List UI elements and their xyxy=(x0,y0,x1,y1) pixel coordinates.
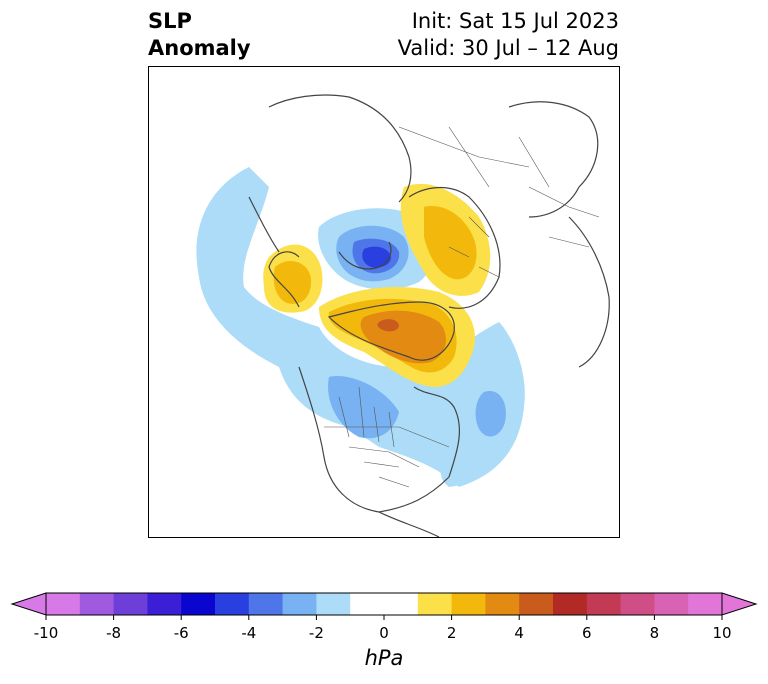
valid-range: Valid: 30 Jul – 12 Aug xyxy=(397,36,619,60)
contour-mid-blue-canada xyxy=(328,376,399,439)
colorbar-arrow-high xyxy=(721,592,758,616)
colorbar-tick-label: 10 xyxy=(712,624,732,642)
colorbar-tick-label: -6 xyxy=(173,624,189,642)
colorbar-tick-label: 6 xyxy=(582,624,592,642)
colorbar-bin xyxy=(282,593,317,615)
colorbar-bin xyxy=(181,593,216,615)
colorbar-bin xyxy=(215,593,250,615)
colorbar-bin xyxy=(451,593,486,615)
colorbar xyxy=(10,592,758,620)
colorbar-bin xyxy=(485,593,520,615)
contour-red-core xyxy=(377,319,399,332)
contour-orange-siberia xyxy=(424,206,477,280)
colorbar-bin xyxy=(586,593,622,615)
contour-core-low xyxy=(362,246,391,268)
contour-light-blue-west xyxy=(196,167,525,487)
colorbar-bin xyxy=(248,593,284,615)
colorbar-arrow-low xyxy=(10,592,47,616)
date-info: Init: Sat 15 Jul 2023 Valid: 30 Jul – 12… xyxy=(398,8,619,62)
contour-orange-pacific xyxy=(273,260,312,304)
colorbar-bin xyxy=(79,593,115,615)
title-line-2: Anomaly xyxy=(148,36,251,60)
colorbar-tick-label: -4 xyxy=(241,624,257,642)
colorbar-bin xyxy=(350,593,385,615)
colorbar-tick-label: -8 xyxy=(106,624,122,642)
contour-mid-blue-atlantic xyxy=(475,391,506,437)
colorbar-bin xyxy=(147,593,182,615)
units-label: hPa xyxy=(364,646,404,670)
colorbar-bin xyxy=(688,593,723,615)
colorbar-bin xyxy=(553,593,588,615)
colorbar-tick-label: 4 xyxy=(514,624,524,642)
colorbar-bin xyxy=(113,593,148,615)
colorbar-bin xyxy=(519,593,554,615)
title-line-1: SLP xyxy=(148,9,192,33)
colorbar-tick-label: 8 xyxy=(649,624,660,642)
colorbar-bin xyxy=(654,593,689,615)
colorbar-bin xyxy=(417,593,453,615)
borders xyxy=(324,126,600,488)
colorbar-bin xyxy=(316,593,351,615)
map-title: SLP Anomaly xyxy=(148,8,251,62)
colorbar-bin xyxy=(46,593,81,615)
colorbar-tick-label: -10 xyxy=(33,624,59,642)
init-date: Init: Sat 15 Jul 2023 xyxy=(411,9,619,33)
coastlines xyxy=(248,94,610,537)
colorbar-tick-label: 0 xyxy=(379,624,389,642)
colorbar-bin xyxy=(384,593,419,615)
colorbar-tick-label: 2 xyxy=(446,624,457,642)
anomaly-map xyxy=(196,94,610,537)
colorbar-tick-label: -2 xyxy=(308,624,324,642)
map-panel xyxy=(148,66,620,538)
colorbar-bin xyxy=(620,593,655,615)
